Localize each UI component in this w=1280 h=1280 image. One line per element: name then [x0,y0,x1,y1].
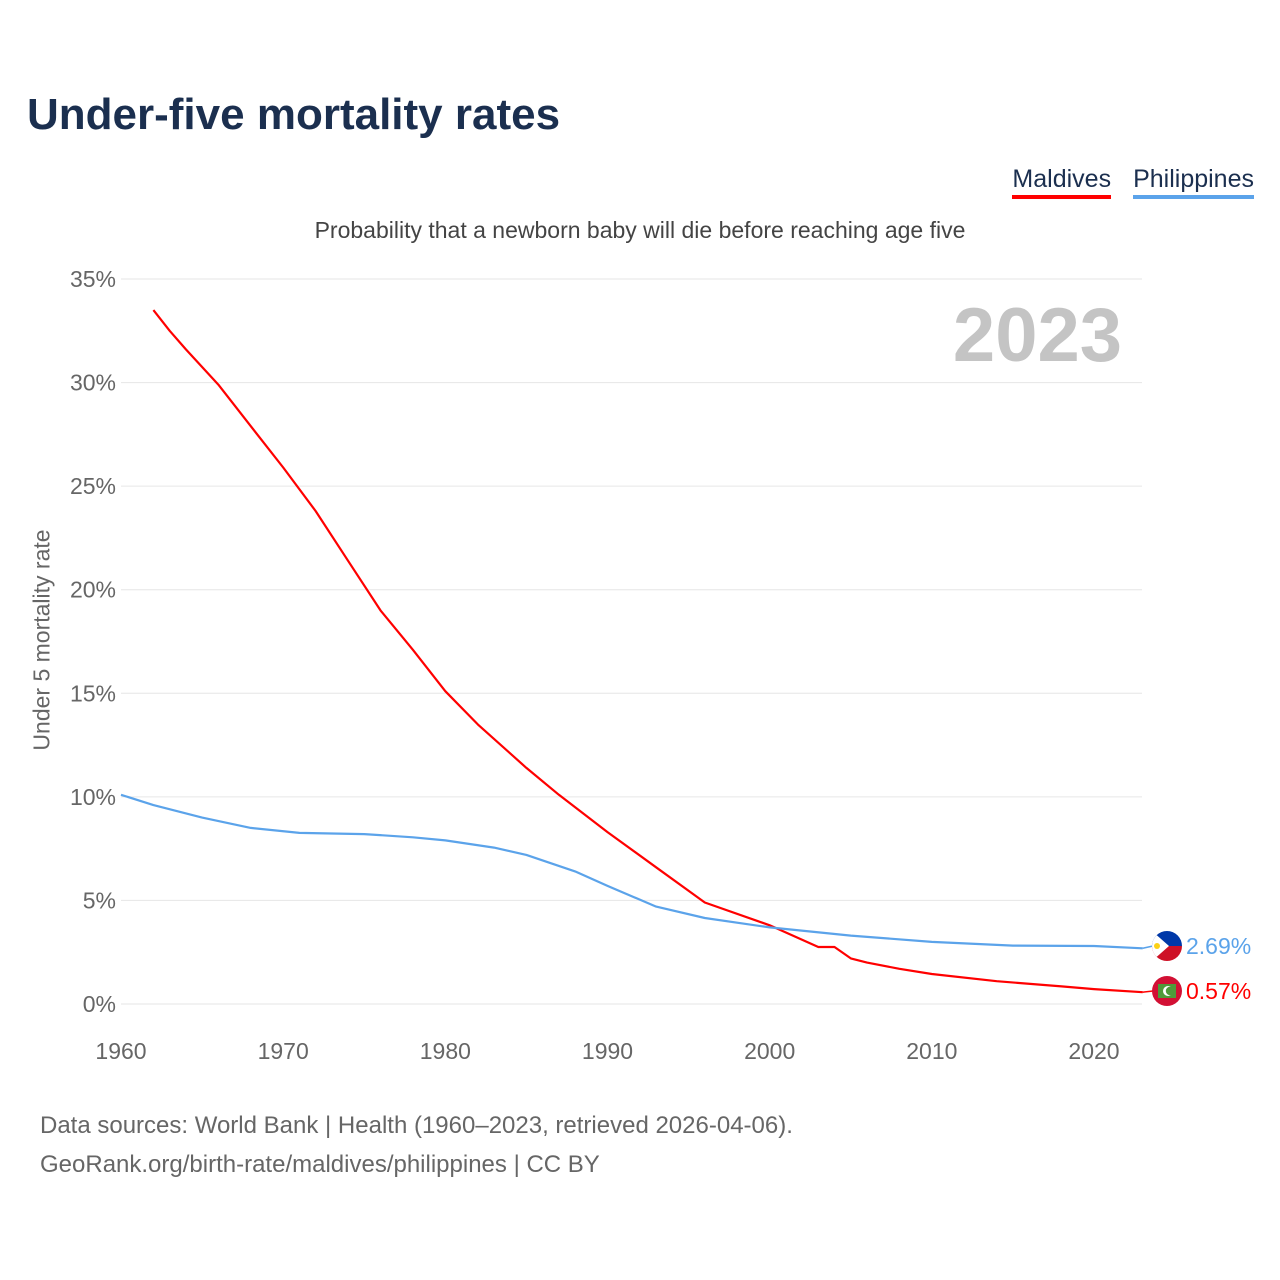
x-tick-label: 1970 [258,1038,309,1064]
source-note: Data sources: World Bank | Health (1960–… [40,1106,793,1184]
x-tick-label: 1990 [582,1038,633,1064]
x-tick-label: 1960 [95,1038,146,1064]
x-tick-label: 1980 [420,1038,471,1064]
y-tick-label: 25% [70,473,116,499]
legend: Maldives Philippines [1012,165,1254,199]
y-tick-label: 30% [70,370,116,396]
y-tick-label: 35% [70,266,116,292]
y-tick-label: 20% [70,577,116,603]
y-tick-label: 0% [83,991,116,1017]
maldives-flag-icon [1152,976,1182,1006]
y-tick-label: 5% [83,887,116,913]
philippines-flag-icon [1152,931,1182,961]
x-tick-label: 2000 [744,1038,795,1064]
end-value-label-philippines: 2.69% [1186,933,1251,959]
x-tick-label: 2010 [906,1038,957,1064]
source-line-2[interactable]: GeoRank.org/birth-rate/maldives/philippi… [40,1151,600,1178]
leader-line [1142,990,1154,993]
chart-title: Under-five mortality rates [27,90,561,139]
end-value-label-maldives: 0.57% [1186,978,1251,1004]
chart-subtitle: Probability that a newborn baby will die… [314,217,966,243]
y-tick-label: 10% [70,784,116,810]
source-line-1: Data sources: World Bank | Health (1960–… [40,1112,793,1139]
y-tick-label: 15% [70,680,116,706]
leader-line [1142,945,1154,950]
year-watermark: 2023 [952,293,1122,378]
legend-item-maldives[interactable]: Maldives [1012,165,1112,199]
x-tick-label: 2020 [1068,1038,1119,1064]
series-line-philippines [120,793,1143,950]
legend-item-philippines[interactable]: Philippines [1133,165,1254,199]
series-line-maldives [152,309,1143,994]
